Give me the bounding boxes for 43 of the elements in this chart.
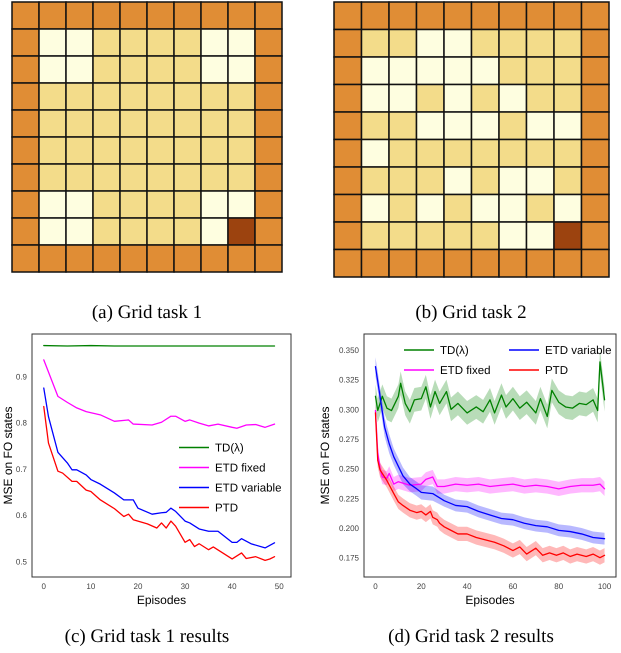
y-tick-label: 0.5 — [16, 557, 28, 566]
y-tick-label: 0.9 — [16, 372, 28, 382]
x-tick-label: 50 — [274, 582, 284, 591]
y-tick-label: 0.7 — [16, 464, 28, 474]
text: (d) Grid task 2 results — [388, 626, 554, 647]
y-tick-label: 0.6 — [16, 511, 28, 520]
legend-label: PTD — [215, 502, 238, 514]
y-tick-label: 0.225 — [338, 494, 360, 504]
y-tick-label: 0.275 — [338, 435, 360, 444]
legend-label: ETD variable — [215, 482, 282, 494]
line-series — [43, 359, 276, 429]
x-tick-label: 30 — [180, 582, 190, 591]
x-tick-label: 10 — [86, 582, 96, 591]
y-tick-label: 0.8 — [16, 418, 28, 428]
legend-label: ETD fixed — [215, 462, 266, 474]
legend-label: ETD variable — [545, 345, 612, 357]
x-tick-label: 40 — [462, 582, 472, 591]
y-tick-label: 0.325 — [338, 376, 360, 385]
y-tick-label: 0.250 — [338, 464, 360, 474]
x-tick-label: 0 — [373, 582, 378, 591]
x-axis-title: Episodes — [136, 593, 186, 607]
x-tick-label: 60 — [508, 582, 518, 591]
text: (a) Grid task 1 — [92, 302, 202, 323]
y-tick-label: 0.175 — [338, 554, 360, 563]
x-tick-label: 100 — [598, 582, 612, 591]
x-tick-label: 40 — [228, 582, 238, 591]
legend-label: TD(λ) — [215, 442, 244, 454]
y-axis-title: MSE on FO states — [1, 406, 15, 505]
x-axis-title: Episodes — [465, 593, 515, 607]
y-tick-label: 0.350 — [338, 346, 360, 356]
line-series — [374, 361, 606, 418]
x-tick-label: 80 — [554, 582, 564, 591]
text: (c) Grid task 1 results — [64, 626, 230, 647]
x-tick-label: 20 — [134, 582, 143, 591]
y-tick-label: 0.300 — [338, 405, 360, 414]
y-tick-label: 0.200 — [338, 524, 360, 533]
text: (b) Grid task 2 — [415, 302, 527, 323]
y-axis-title: MSE on FO states — [318, 406, 332, 505]
x-tick-label: 0 — [42, 582, 47, 591]
legend-label: ETD fixed — [440, 365, 490, 377]
x-tick-label: 20 — [416, 582, 426, 591]
legend-label: TD(λ) — [440, 345, 469, 357]
legend-label: PTD — [545, 365, 568, 377]
